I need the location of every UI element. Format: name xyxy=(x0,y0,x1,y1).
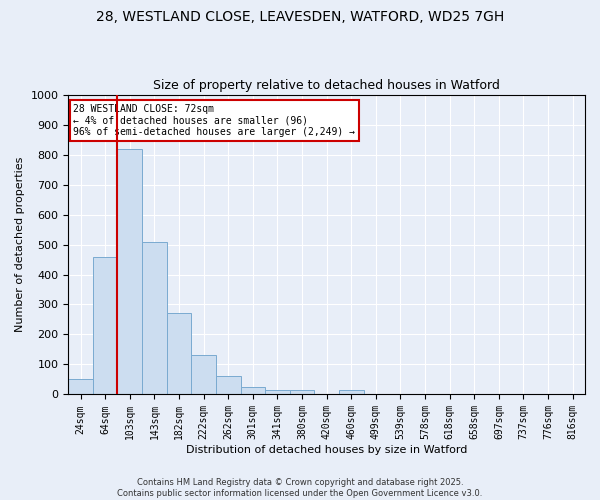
Text: 28, WESTLAND CLOSE, LEAVESDEN, WATFORD, WD25 7GH: 28, WESTLAND CLOSE, LEAVESDEN, WATFORD, … xyxy=(96,10,504,24)
Title: Size of property relative to detached houses in Watford: Size of property relative to detached ho… xyxy=(153,79,500,92)
Bar xyxy=(167,314,191,394)
Text: Contains HM Land Registry data © Crown copyright and database right 2025.
Contai: Contains HM Land Registry data © Crown c… xyxy=(118,478,482,498)
Bar xyxy=(142,242,167,394)
Bar xyxy=(118,148,142,394)
Bar xyxy=(68,380,93,394)
Bar xyxy=(93,256,118,394)
X-axis label: Distribution of detached houses by size in Watford: Distribution of detached houses by size … xyxy=(186,445,467,455)
Bar xyxy=(339,390,364,394)
Text: 28 WESTLAND CLOSE: 72sqm
← 4% of detached houses are smaller (96)
96% of semi-de: 28 WESTLAND CLOSE: 72sqm ← 4% of detache… xyxy=(73,104,355,137)
Bar xyxy=(191,356,216,395)
Bar xyxy=(290,390,314,394)
Bar xyxy=(216,376,241,394)
Bar xyxy=(265,390,290,394)
Y-axis label: Number of detached properties: Number of detached properties xyxy=(15,157,25,332)
Bar xyxy=(241,387,265,394)
